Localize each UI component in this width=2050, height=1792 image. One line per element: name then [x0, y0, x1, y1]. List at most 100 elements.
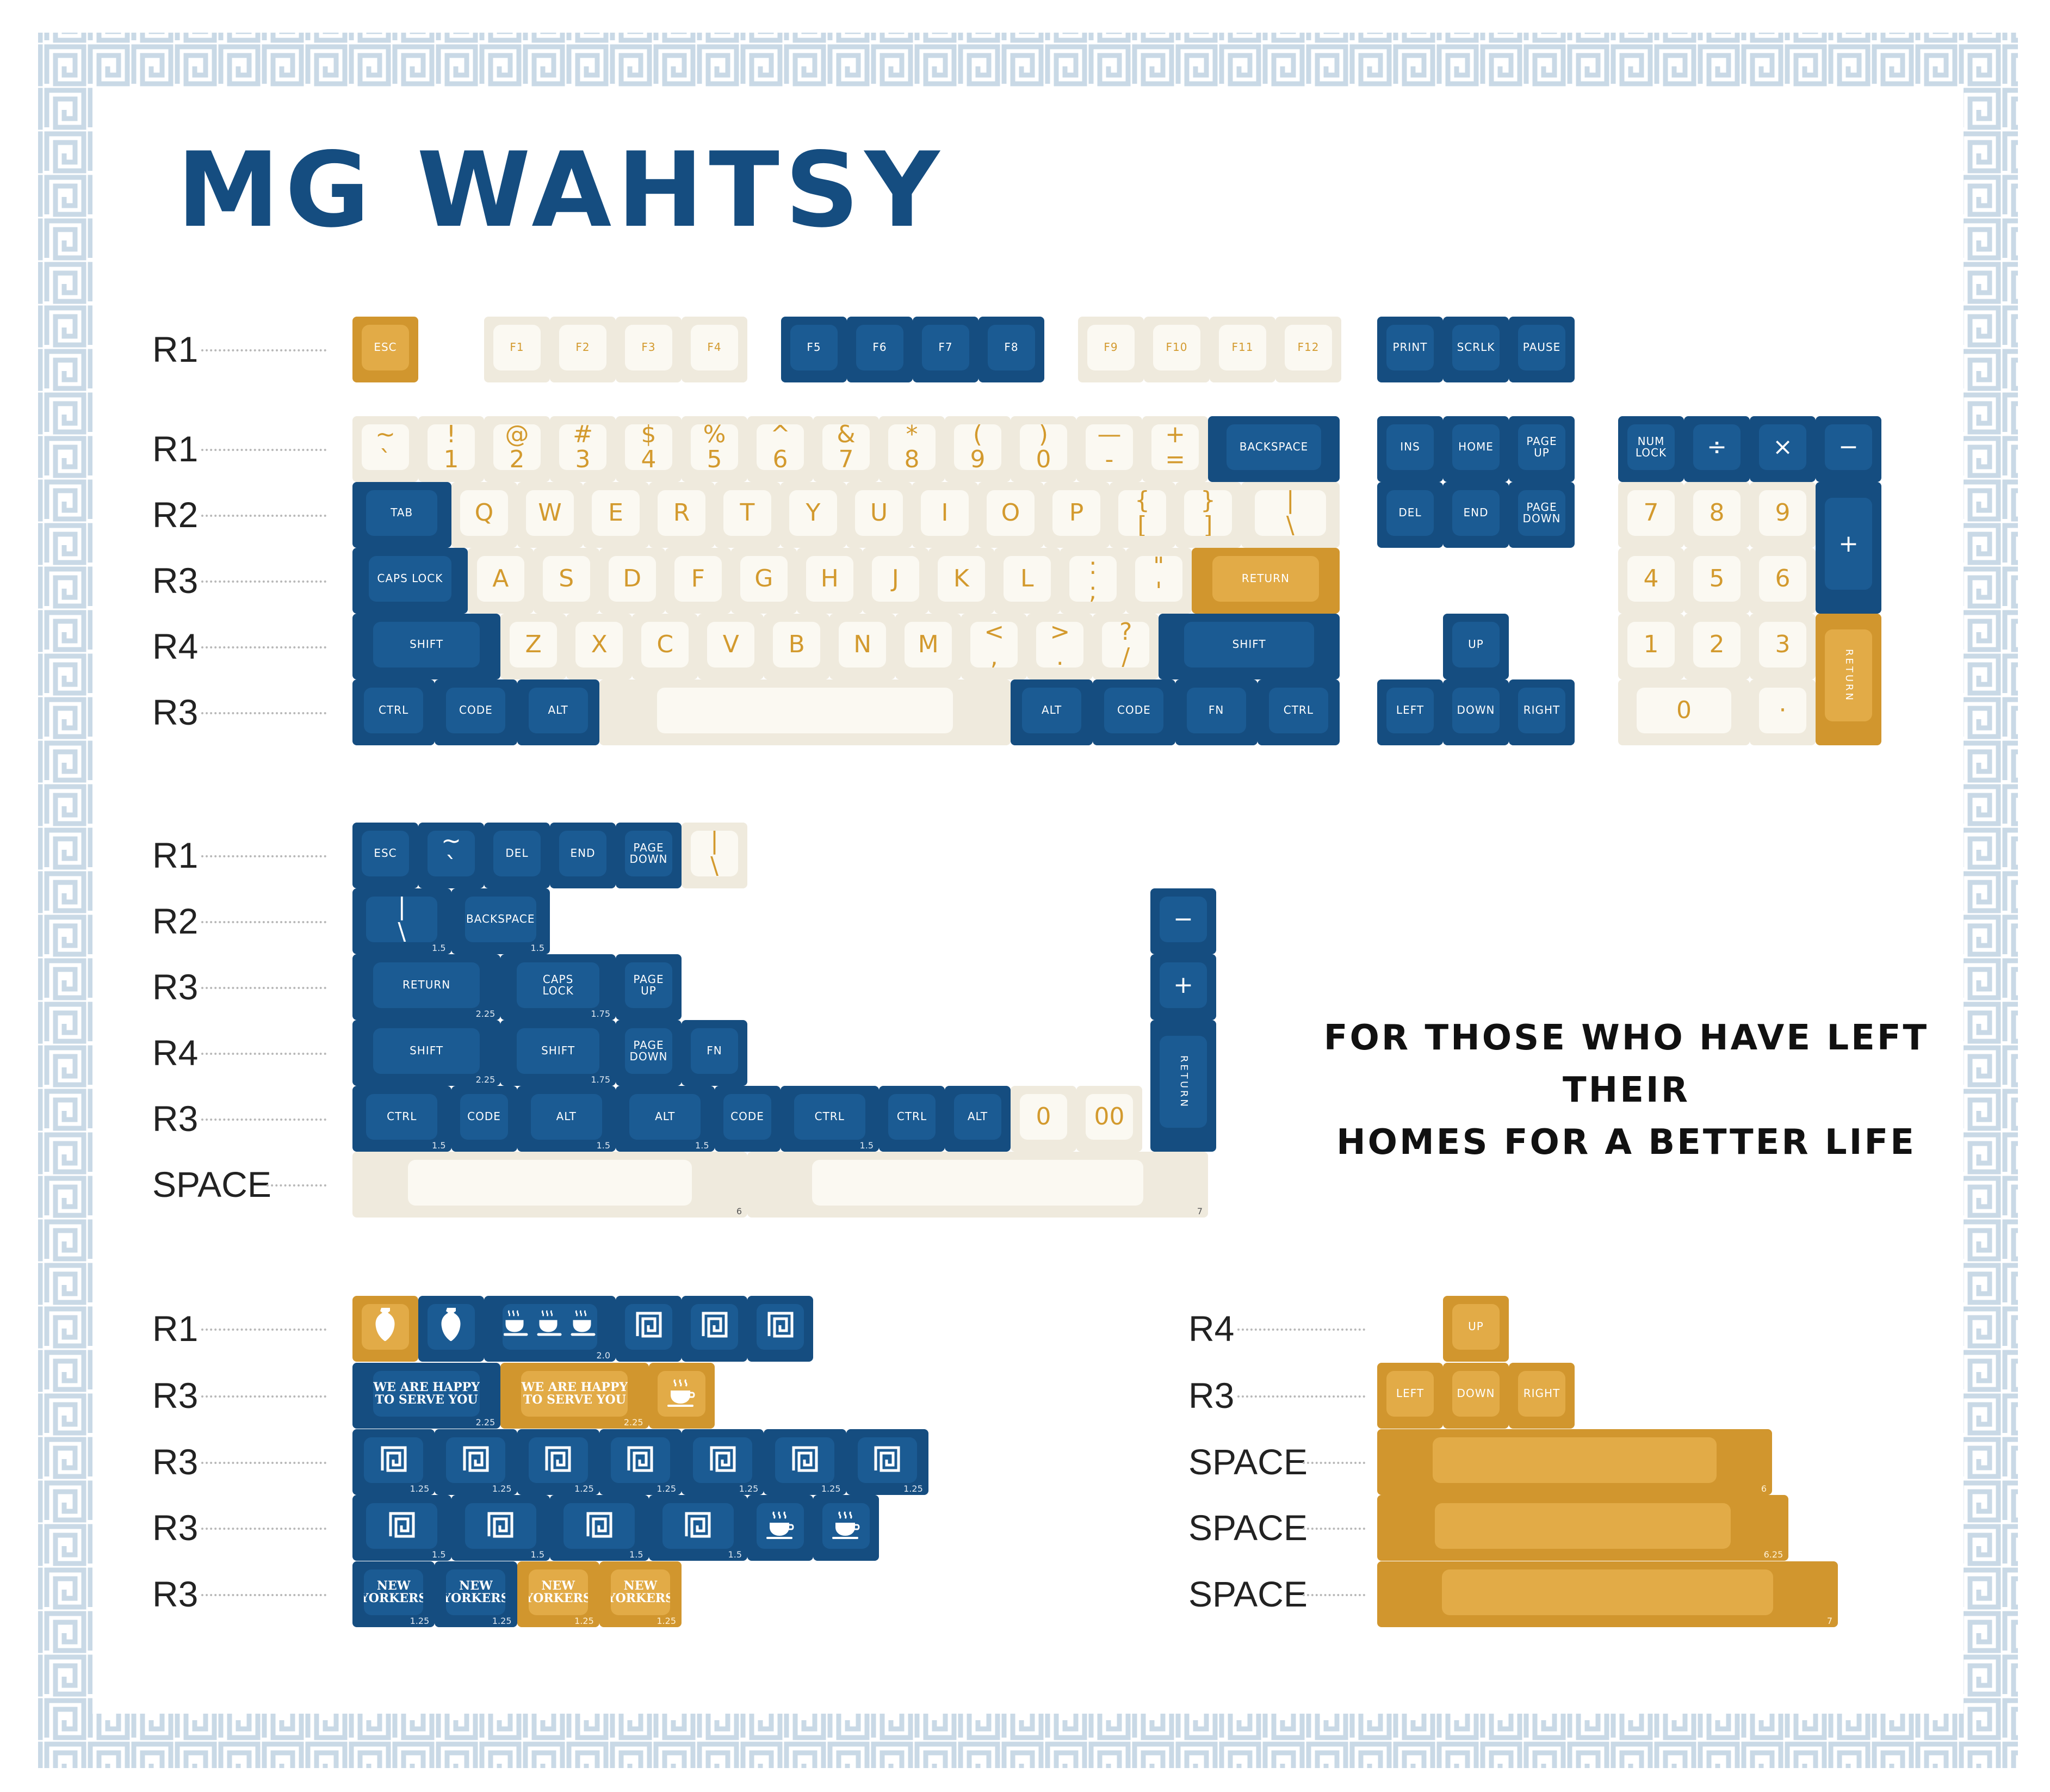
numpad-key-symbol[interactable]: −: [1816, 416, 1881, 482]
novelty-key-greek-key[interactable]: 1.5: [352, 1495, 451, 1561]
key-symbol[interactable]: + =: [1142, 416, 1208, 482]
key-t[interactable]: T: [714, 482, 781, 548]
novelty-key-greek-key[interactable]: [747, 1296, 813, 1362]
novelty-key-greek-key[interactable]: 1.5: [550, 1495, 649, 1561]
key-symbol[interactable]: ? /: [1093, 614, 1159, 679]
key-spacebar[interactable]: [599, 679, 1011, 745]
key-f10[interactable]: F10: [1144, 317, 1210, 382]
key-code[interactable]: CODE: [1093, 679, 1175, 745]
key-return[interactable]: RETURN 2.25: [352, 954, 501, 1020]
key-q[interactable]: Q: [451, 482, 517, 548]
key-symbol[interactable]: { [: [1109, 482, 1175, 548]
key-u[interactable]: U: [846, 482, 912, 548]
numpad-key-3[interactable]: 3: [1750, 614, 1816, 679]
key-spacebar-7u[interactable]: 7: [747, 1152, 1208, 1218]
key-3[interactable]: # 3: [550, 416, 616, 482]
gold-spacebar-7u[interactable]: 7: [1377, 1561, 1838, 1627]
key-symbol[interactable]: | \ 1.5: [352, 888, 451, 954]
key-f12[interactable]: F12: [1275, 317, 1341, 382]
key-0[interactable]: ) 0: [1011, 416, 1076, 482]
key-f2[interactable]: F2: [550, 317, 616, 382]
key-alt[interactable]: ALT: [1011, 679, 1093, 745]
novelty-key-coffee-cup[interactable]: [648, 1363, 715, 1429]
key-minus[interactable]: −: [1150, 888, 1216, 954]
numpad-key-symbol[interactable]: ·: [1750, 679, 1816, 745]
key-s[interactable]: S: [533, 548, 599, 614]
key-y[interactable]: Y: [780, 482, 846, 548]
key-fn[interactable]: FN: [682, 1020, 747, 1086]
key-page-down[interactable]: PAGE DOWN: [616, 823, 682, 888]
key-1[interactable]: ! 1: [418, 416, 484, 482]
gold-key-left[interactable]: LEFT: [1377, 1363, 1443, 1429]
novelty-key-greek-key[interactable]: 1.25: [599, 1429, 682, 1495]
key-ins[interactable]: INS: [1377, 416, 1443, 482]
key-e[interactable]: E: [583, 482, 649, 548]
key-end[interactable]: END: [1443, 482, 1509, 548]
key-ctrl[interactable]: CTRL 1.5: [780, 1086, 879, 1152]
key-g[interactable]: G: [730, 548, 797, 614]
key-9[interactable]: ( 9: [945, 416, 1011, 482]
key-return[interactable]: RETURN: [1191, 548, 1340, 614]
key-backspace[interactable]: BACKSPACE: [1208, 416, 1340, 482]
key-symbol[interactable]: ~ `: [352, 416, 418, 482]
key-code[interactable]: CODE: [435, 679, 517, 745]
key-00[interactable]: 00: [1076, 1086, 1142, 1152]
key-o[interactable]: O: [977, 482, 1044, 548]
key-f9[interactable]: F9: [1078, 317, 1144, 382]
novelty-key-coffee-cup[interactable]: [747, 1495, 813, 1561]
key-f3[interactable]: F3: [616, 317, 682, 382]
key-p[interactable]: P: [1043, 482, 1110, 548]
key-spacebar-6u[interactable]: 6: [352, 1152, 747, 1218]
key-4[interactable]: $ 4: [616, 416, 682, 482]
key-j[interactable]: J: [862, 548, 928, 614]
numpad-key-6[interactable]: 6: [1750, 548, 1816, 614]
numpad-key-num-lock[interactable]: NUM LOCK: [1618, 416, 1684, 482]
key-del[interactable]: DEL: [484, 823, 550, 888]
key-5[interactable]: % 5: [682, 416, 747, 482]
key-code[interactable]: CODE: [714, 1086, 781, 1152]
numpad-key-0[interactable]: 0: [1618, 679, 1750, 745]
key-print[interactable]: PRINT: [1377, 317, 1443, 382]
key-2[interactable]: @ 2: [484, 416, 550, 482]
key-right-shift[interactable]: SHIFT: [1159, 614, 1340, 679]
numpad-key-7[interactable]: 7: [1618, 482, 1684, 548]
key-right[interactable]: RIGHT: [1509, 679, 1575, 745]
key-down[interactable]: DOWN: [1443, 679, 1509, 745]
numpad-key-return[interactable]: RETURN: [1816, 614, 1881, 745]
key-f8[interactable]: F8: [978, 317, 1044, 382]
key-x[interactable]: X: [566, 614, 633, 679]
novelty-key-new-yorkers[interactable]: NEW YORKERS 1.25: [599, 1561, 682, 1627]
novelty-key-greek-key[interactable]: 1.25: [846, 1429, 928, 1495]
key-i[interactable]: I: [912, 482, 978, 548]
key-f11[interactable]: F11: [1210, 317, 1275, 382]
key-f7[interactable]: F7: [913, 317, 978, 382]
gold-key-right[interactable]: RIGHT: [1509, 1363, 1575, 1429]
key-alt[interactable]: ALT 1.5: [517, 1086, 616, 1152]
key-symbol[interactable]: " ': [1125, 548, 1192, 614]
novelty-key-greek-key[interactable]: 1.5: [648, 1495, 747, 1561]
key-symbol[interactable]: ~ `: [418, 823, 484, 888]
key-caps-lock[interactable]: CAPS LOCK 1.75: [500, 954, 616, 1020]
key-l[interactable]: L: [994, 548, 1060, 614]
key-page-down[interactable]: PAGE DOWN: [1509, 482, 1575, 548]
key-symbol[interactable]: | \: [682, 823, 747, 888]
key-0[interactable]: 0: [1011, 1086, 1076, 1152]
novelty-key-coffee-cup[interactable]: [813, 1495, 879, 1561]
key-symbol[interactable]: > .: [1027, 614, 1093, 679]
key-f4[interactable]: F4: [682, 317, 747, 382]
key-page-up[interactable]: PAGE UP: [616, 954, 682, 1020]
key-r[interactable]: R: [648, 482, 715, 548]
key-shift[interactable]: SHIFT 2.25: [352, 1020, 501, 1086]
key-f5[interactable]: F5: [781, 317, 847, 382]
novelty-key-amphora[interactable]: [418, 1296, 484, 1362]
key-n[interactable]: N: [829, 614, 896, 679]
key-m[interactable]: M: [895, 614, 962, 679]
key-fn[interactable]: FN: [1175, 679, 1258, 745]
key-plus[interactable]: +: [1150, 954, 1216, 1020]
key-d[interactable]: D: [599, 548, 665, 614]
novelty-key-greek-key[interactable]: [682, 1296, 747, 1362]
key-scrlk[interactable]: SCRLK: [1443, 317, 1509, 382]
key-a[interactable]: A: [467, 548, 534, 614]
numpad-key-8[interactable]: 8: [1684, 482, 1750, 548]
novelty-key-greek-key[interactable]: 1.5: [451, 1495, 550, 1561]
